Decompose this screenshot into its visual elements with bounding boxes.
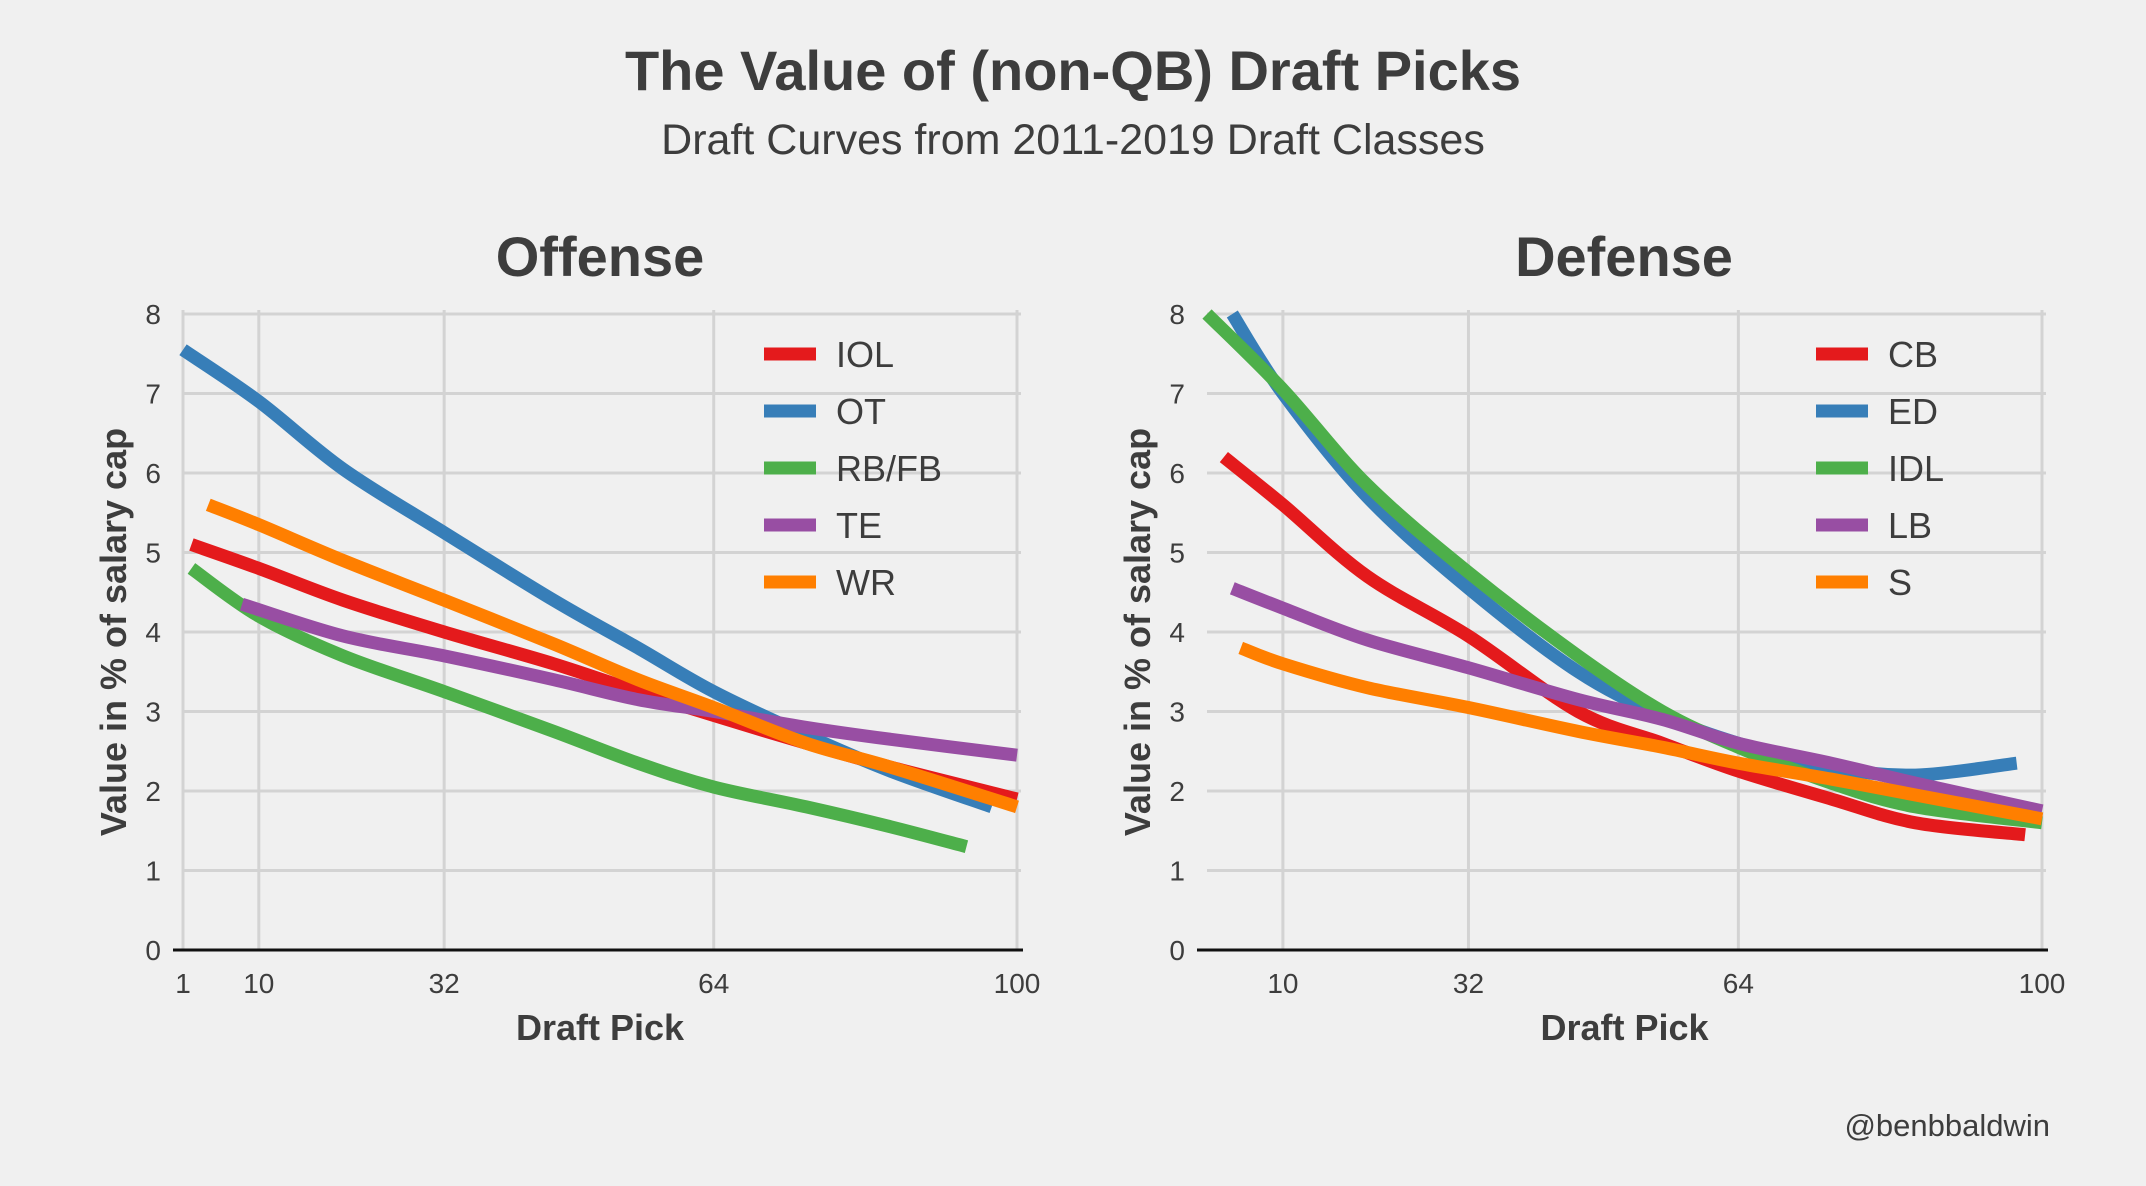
x-axis-title: Draft Pick	[516, 1007, 685, 1048]
subtitle: Draft Curves from 2011-2019 Draft Classe…	[661, 116, 1485, 164]
y-tick-label: 6	[145, 458, 161, 489]
x-tick-label: 10	[243, 968, 274, 999]
x-axis-title: Draft Pick	[1540, 1007, 1709, 1048]
panel-title: Defense	[1515, 225, 1733, 288]
y-tick-label: 3	[1169, 697, 1185, 728]
legend-label-te: TE	[836, 505, 882, 546]
x-tick-label: 64	[1723, 968, 1754, 999]
y-tick-label: 4	[145, 617, 161, 648]
x-tick-label: 32	[429, 968, 460, 999]
y-tick-label: 5	[145, 538, 161, 569]
x-tick-label: 64	[698, 968, 729, 999]
series-line-te	[240, 597, 1018, 762]
series-line-lb	[1229, 582, 2044, 818]
legend-label-s: S	[1888, 562, 1912, 603]
y-tick-label: 0	[1169, 935, 1185, 966]
legend-label-wr: WR	[836, 562, 896, 603]
series-line-cb	[1219, 452, 2026, 842]
y-tick-label: 7	[145, 379, 161, 410]
legend-label-idl: IDL	[1888, 448, 1944, 489]
y-tick-label: 2	[145, 776, 161, 807]
legend-label-lb: LB	[1888, 505, 1932, 546]
x-tick-label: 1	[175, 968, 191, 999]
y-axis-title: Value in % of salary cap	[1117, 428, 1158, 836]
legend-label-ed: ED	[1888, 391, 1938, 432]
y-tick-label: 5	[1169, 538, 1185, 569]
main-title: The Value of (non-QB) Draft Picks	[624, 39, 1522, 102]
y-axis-title: Value in % of salary cap	[93, 428, 134, 836]
y-tick-label: 6	[1169, 458, 1185, 489]
panel-title: Offense	[496, 225, 705, 288]
credit: @benbbaldwin	[1844, 1108, 2050, 1143]
legend-label-ot: OT	[836, 391, 886, 432]
legend-label-iol: IOL	[836, 334, 894, 375]
series-line-s	[1238, 641, 2044, 826]
y-tick-label: 0	[145, 935, 161, 966]
x-tick-label: 100	[2019, 968, 2066, 999]
panel-defense: Defense 0 1 2 3 4 5 6 7 8 10 32 64 100 Draft Pick Value…	[1117, 225, 2065, 1048]
x-tick-label: 100	[994, 968, 1041, 999]
y-tick-label: 1	[145, 856, 161, 887]
legend-label-cb: CB	[1888, 334, 1938, 375]
x-tick-label: 32	[1453, 968, 1484, 999]
x-tick-label: 10	[1267, 968, 1298, 999]
series-line-wr	[205, 498, 1019, 814]
y-tick-label: 8	[1169, 299, 1185, 330]
y-tick-label: 4	[1169, 617, 1185, 648]
y-tick-label: 3	[145, 697, 161, 728]
series-line-idl	[1202, 309, 2043, 830]
y-tick-label: 8	[145, 299, 161, 330]
y-tick-label: 1	[1169, 856, 1185, 887]
y-tick-label: 7	[1169, 379, 1185, 410]
legend-label-rb-fb: RB/FB	[836, 448, 942, 489]
series-line-rb-fb	[187, 563, 969, 853]
y-tick-label: 2	[1169, 776, 1185, 807]
